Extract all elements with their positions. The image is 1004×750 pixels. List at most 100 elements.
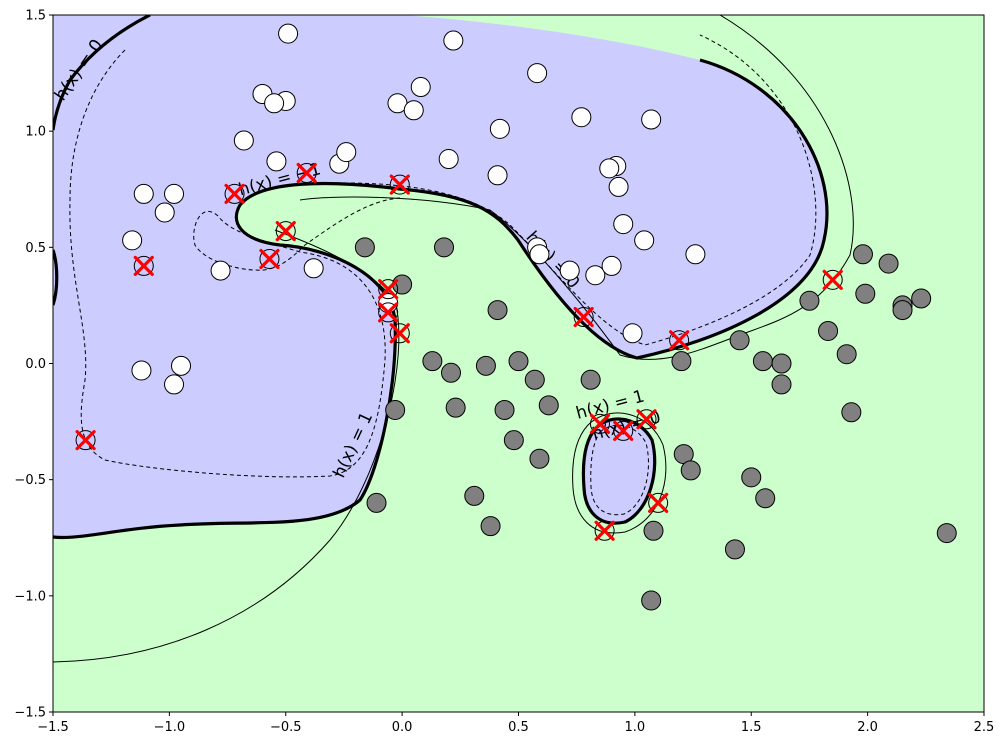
y-tick-label: −1.5 bbox=[14, 706, 46, 721]
class-a-point bbox=[438, 149, 459, 170]
support-vector-marker bbox=[389, 323, 410, 344]
decision-boundary-curve bbox=[53, 58, 829, 540]
y-tick-label: 0.0 bbox=[25, 357, 46, 372]
class-a-point bbox=[641, 109, 662, 130]
support-vector-circle bbox=[259, 248, 280, 269]
class-a-point bbox=[613, 214, 634, 235]
positive-region-island bbox=[583, 418, 655, 524]
class-a-point bbox=[336, 142, 357, 163]
support-vector-x-stroke bbox=[378, 302, 399, 323]
support-vector-x-stroke bbox=[648, 492, 669, 513]
class-b-point bbox=[911, 288, 932, 309]
margin-island-dashed bbox=[590, 424, 649, 516]
class-b-point bbox=[852, 244, 873, 265]
class-a-point bbox=[122, 230, 143, 251]
support-vector-circle bbox=[378, 279, 399, 300]
class-b-point bbox=[818, 320, 839, 341]
support-vector-x-stroke bbox=[133, 255, 154, 277]
support-vector-circle bbox=[613, 420, 634, 441]
class-a-point bbox=[487, 165, 508, 186]
class-a-point bbox=[266, 151, 287, 172]
class-b-point bbox=[503, 430, 524, 451]
plot-area: h(x) = 0h(x) = −1h(x) = 0h(x) = 1h(x) = … bbox=[53, 15, 984, 712]
class-a-point bbox=[171, 355, 192, 376]
class-a-point bbox=[489, 118, 510, 139]
support-vector-x-stroke bbox=[822, 269, 843, 290]
support-vector-x-stroke bbox=[275, 220, 296, 242]
class-b-point bbox=[755, 488, 776, 509]
class-b-point bbox=[392, 274, 413, 295]
class-b-point bbox=[464, 485, 485, 506]
y-axis: −1.5 −1.0 −0.5 0.0 0.5 1.0 1.5 bbox=[14, 9, 53, 721]
class-b-point bbox=[441, 362, 462, 383]
class-a-point bbox=[264, 93, 285, 114]
support-vector-marker bbox=[275, 220, 296, 242]
support-vector-marker bbox=[822, 269, 843, 290]
support-vector-marker bbox=[648, 492, 669, 513]
class-a-point bbox=[685, 244, 706, 265]
support-vector-circle bbox=[389, 323, 410, 344]
class-a-point bbox=[233, 130, 254, 151]
class-b-point bbox=[508, 351, 529, 372]
class-a-point bbox=[443, 30, 464, 51]
support-vector-circle bbox=[822, 269, 843, 290]
class-a-point bbox=[527, 63, 548, 84]
class-b-point bbox=[422, 351, 443, 372]
x-tick-label: −0.5 bbox=[270, 720, 302, 735]
class-b-point bbox=[771, 353, 792, 374]
class-a-point bbox=[131, 360, 152, 381]
support-vector-x-stroke bbox=[259, 248, 280, 270]
y-tick-label: 0.5 bbox=[25, 241, 46, 256]
support-vector-circle bbox=[648, 492, 669, 513]
class-a-point bbox=[164, 374, 185, 395]
class-a-point bbox=[133, 183, 154, 204]
class-a-point bbox=[303, 258, 324, 279]
x-tick-label: −1.5 bbox=[37, 720, 69, 735]
support-vector-marker bbox=[259, 248, 280, 270]
support-vector-x-stroke bbox=[378, 279, 399, 300]
support-vector-marker bbox=[636, 409, 657, 430]
class-a-point bbox=[608, 176, 629, 197]
class-b-point bbox=[841, 402, 862, 423]
class-b-point bbox=[724, 539, 745, 560]
class-a-point bbox=[529, 244, 550, 265]
support-vector-marker bbox=[668, 330, 690, 351]
class-b-points bbox=[354, 237, 957, 611]
class-b-point bbox=[836, 344, 857, 365]
class-b-point bbox=[445, 397, 466, 418]
support-vector-circle bbox=[573, 307, 594, 328]
x-tick-label: −1.0 bbox=[154, 720, 186, 735]
class-b-point bbox=[366, 492, 387, 513]
class-b-point bbox=[494, 399, 515, 420]
support-vector-marker bbox=[594, 520, 615, 541]
class-a-point bbox=[154, 202, 175, 223]
x-tick-label: 1.0 bbox=[625, 720, 646, 735]
class-b-point bbox=[771, 374, 792, 395]
support-vector-x-stroke bbox=[389, 323, 410, 344]
support-vector-circle bbox=[589, 413, 610, 434]
class-b-point bbox=[729, 330, 750, 351]
class-a-point bbox=[585, 265, 606, 286]
class-a-point bbox=[278, 23, 299, 44]
class-a-point bbox=[164, 183, 185, 204]
support-vector-marker bbox=[378, 279, 399, 300]
x-tick-label: 0.0 bbox=[392, 720, 413, 735]
support-vector-circle bbox=[636, 409, 657, 430]
class-a-point bbox=[559, 260, 580, 281]
class-b-point bbox=[354, 237, 375, 258]
class-a-point bbox=[210, 260, 231, 281]
support-vector-x-stroke bbox=[613, 420, 634, 441]
x-axis: −1.5 −1.0 −0.5 0.0 0.5 1.0 1.5 2.0 2.5 bbox=[37, 712, 994, 735]
class-b-point bbox=[475, 355, 496, 376]
support-vector-circle bbox=[669, 330, 690, 351]
x-tick-label: 1.5 bbox=[741, 720, 762, 735]
class-a-point bbox=[599, 158, 620, 179]
support-vector-circle bbox=[594, 520, 615, 541]
support-vector-x-stroke bbox=[296, 162, 317, 184]
class-b-point bbox=[580, 369, 601, 390]
support-vector-markers bbox=[75, 162, 843, 541]
class-b-point bbox=[480, 516, 501, 537]
support-vector-marker bbox=[389, 174, 410, 195]
class-b-point bbox=[855, 283, 876, 304]
